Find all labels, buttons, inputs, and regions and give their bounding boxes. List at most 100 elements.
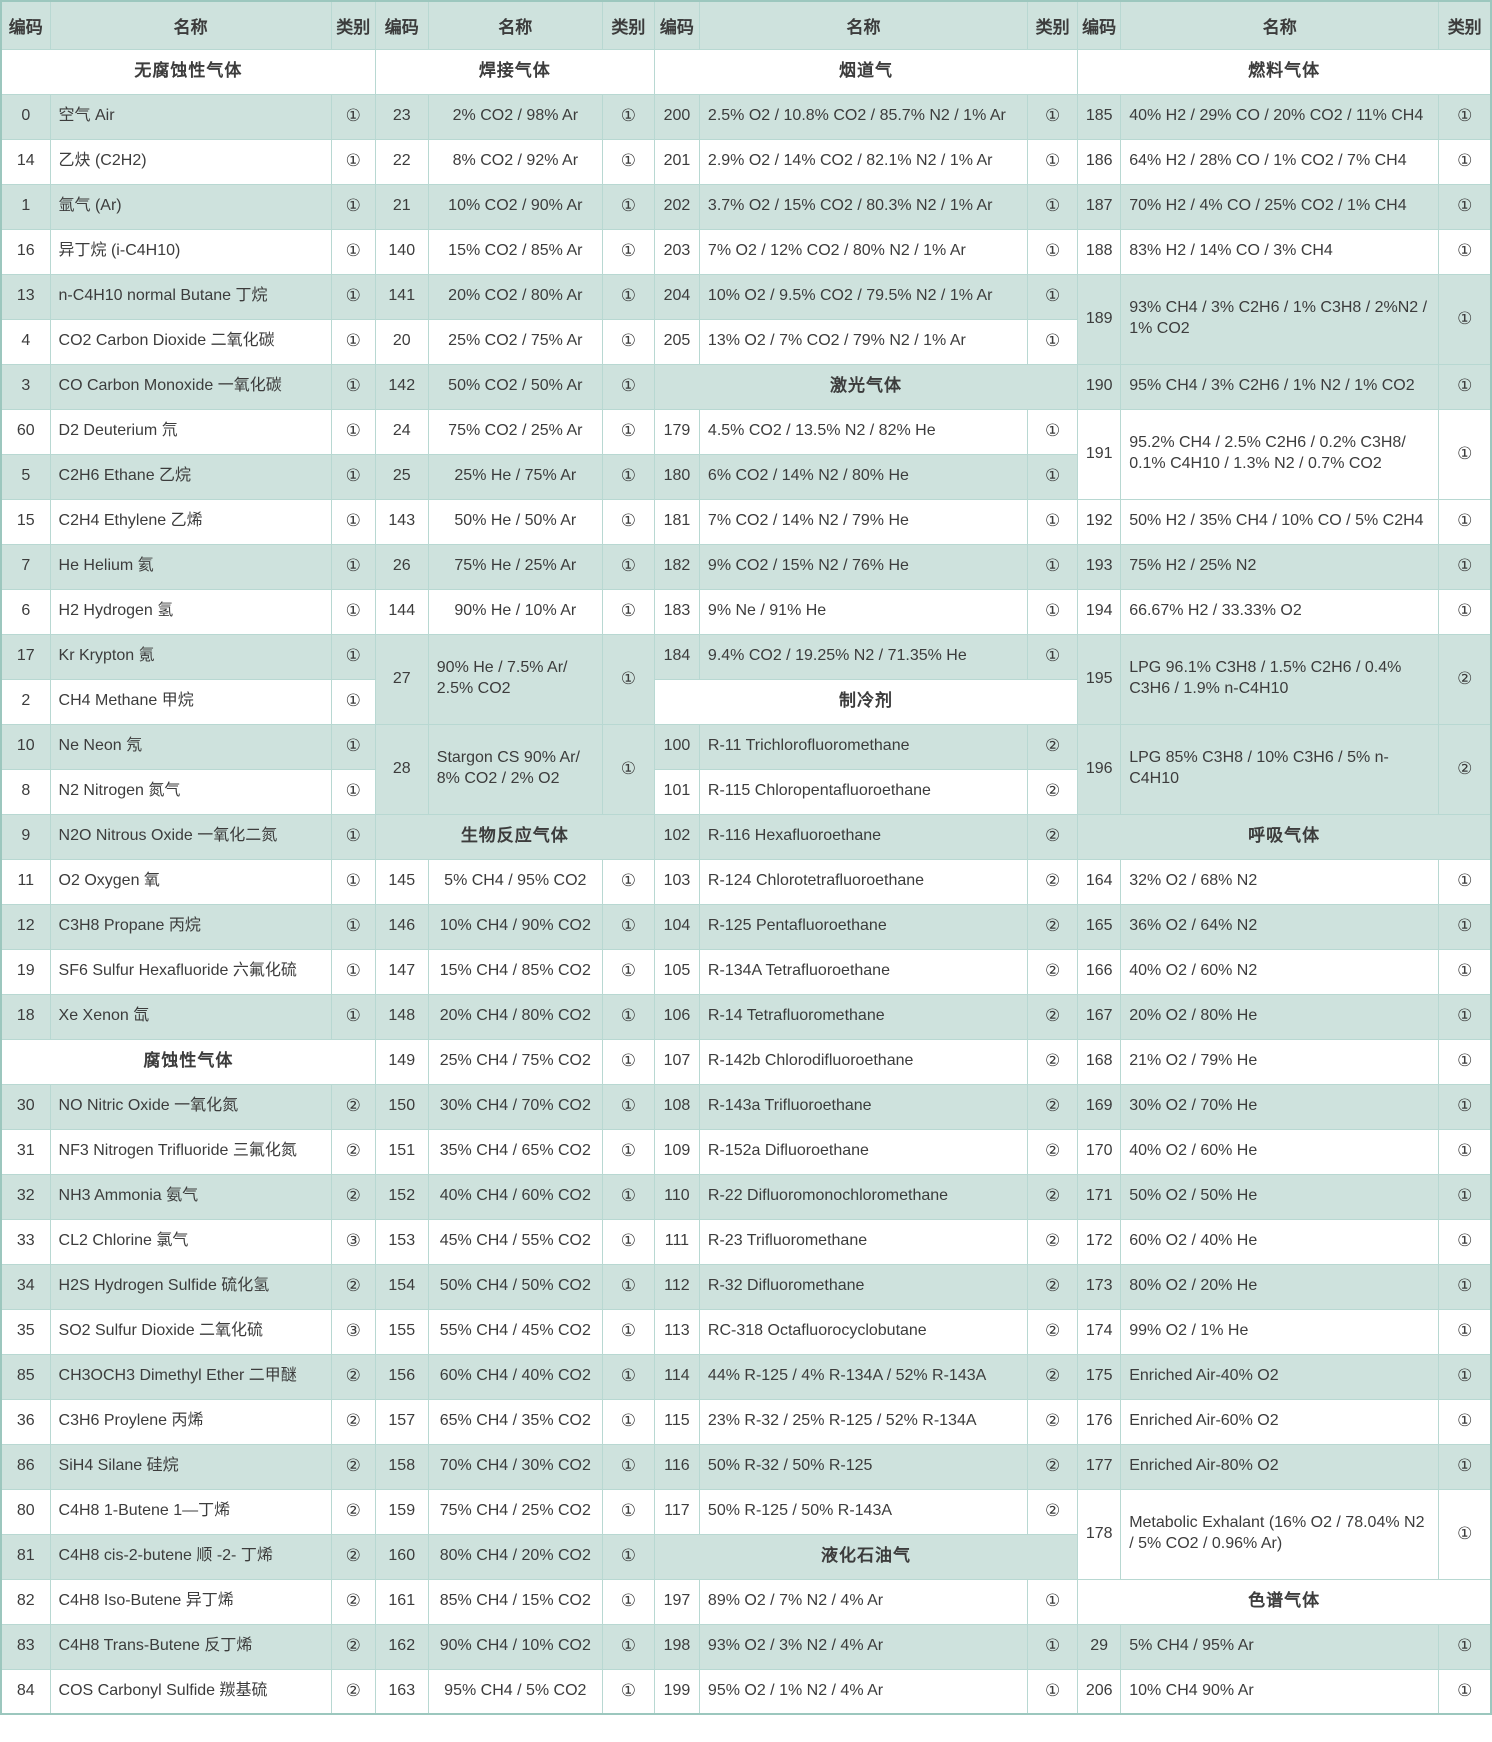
gas-category: ① xyxy=(601,273,655,320)
gas-code: 100 xyxy=(653,723,700,770)
gas-category: ② xyxy=(1027,1488,1079,1535)
gas-name: 50% CO2 / 50% Ar xyxy=(427,363,603,410)
gas-code: 31 xyxy=(0,1128,51,1175)
gas-name: 40% H2 / 29% CO / 20% CO2 / 11% CH4 xyxy=(1120,93,1440,140)
gas-category: ② xyxy=(330,1083,376,1130)
gas-name: 75% H2 / 25% N2 xyxy=(1120,543,1440,590)
gas-code: 161 xyxy=(374,1578,429,1625)
gas-code: 114 xyxy=(653,1353,700,1400)
gas-code: 34 xyxy=(0,1263,51,1310)
gas-category: ② xyxy=(330,1443,376,1490)
gas-code: 159 xyxy=(374,1488,429,1535)
gas-code: 170 xyxy=(1077,1128,1122,1175)
gas-category: ① xyxy=(1438,1218,1492,1265)
gas-name: R-134A Tetrafluoroethane xyxy=(698,948,1029,995)
gas-category: ① xyxy=(1438,1083,1492,1130)
gas-name: R-11 Trichlorofluoromethane xyxy=(698,723,1029,770)
gas-name: N2 Nitrogen 氮气 xyxy=(49,768,332,815)
gas-code: 104 xyxy=(653,903,700,950)
gas-name: 83% H2 / 14% CO / 3% CH4 xyxy=(1120,228,1440,275)
gas-name: 50% O2 / 50% He xyxy=(1120,1173,1440,1220)
gas-category: ① xyxy=(1438,588,1492,635)
gas-code: 160 xyxy=(374,1533,429,1580)
gas-name: R-32 Difluoromethane xyxy=(698,1263,1029,1310)
gas-name: 氩气 (Ar) xyxy=(49,183,332,230)
gas-category: ① xyxy=(601,948,655,995)
gas-category: ① xyxy=(330,138,376,185)
gas-name: 10% O2 / 9.5% CO2 / 79.5% N2 / 1% Ar xyxy=(698,273,1029,320)
gas-category: ① xyxy=(601,1578,655,1625)
gas-code: 155 xyxy=(374,1308,429,1355)
gas-name: 2% CO2 / 98% Ar xyxy=(427,93,603,140)
gas-name: 2.5% O2 / 10.8% CO2 / 85.7% N2 / 1% Ar xyxy=(698,93,1029,140)
gas-code: 80 xyxy=(0,1488,51,1535)
gas-name: Xe Xenon 氙 xyxy=(49,993,332,1040)
gas-code: 107 xyxy=(653,1038,700,1085)
gas-code: 185 xyxy=(1077,93,1122,140)
gas-category: ① xyxy=(1438,1128,1492,1175)
gas-code: 144 xyxy=(374,588,429,635)
gas-code: 191 xyxy=(1077,408,1122,500)
table-body: 无腐蚀性气体 焊接气体 烟道气 燃料气体 0 空气 Air ① 23 2% CO2 / 98% … xyxy=(0,48,1492,1715)
gas-category: ① xyxy=(601,1038,655,1085)
gas-category: ② xyxy=(1027,1263,1079,1310)
gas-name: SiH4 Silane 硅烷 xyxy=(49,1443,332,1490)
gas-name: 10% CO2 / 90% Ar xyxy=(427,183,603,230)
gas-name: 32% O2 / 68% N2 xyxy=(1120,858,1440,905)
gas-code: 6 xyxy=(0,588,51,635)
gas-name: D2 Deuterium 氘 xyxy=(49,408,332,455)
gas-category: ① xyxy=(1438,543,1492,590)
gas-name: 空气 Air xyxy=(49,93,332,140)
gas-category: ① xyxy=(1438,273,1492,365)
gas-category: ② xyxy=(1027,993,1079,1040)
gas-category: ① xyxy=(601,1443,655,1490)
header-code-col-3: 编码 xyxy=(653,0,700,50)
gas-name: 8% CO2 / 92% Ar xyxy=(427,138,603,185)
gas-code: 12 xyxy=(0,903,51,950)
gas-code: 166 xyxy=(1077,948,1122,995)
header-name-col-2: 名称 xyxy=(427,0,603,50)
gas-name: C4H8 cis-2-butene 顺 -2- 丁烯 xyxy=(49,1533,332,1580)
gas-name: 75% CO2 / 25% Ar xyxy=(427,408,603,455)
gas-name: N2O Nitrous Oxide 一氧化二氮 xyxy=(49,813,332,860)
gas-code: 183 xyxy=(653,588,700,635)
gas-category: ① xyxy=(330,588,376,635)
gas-category: ① xyxy=(1027,408,1079,455)
section-header: 燃料气体 xyxy=(1077,48,1492,95)
gas-category: ① xyxy=(601,993,655,1040)
header-category-col-4: 类别 xyxy=(1438,0,1492,50)
gas-name: 3.7% O2 / 15% CO2 / 80.3% N2 / 1% Ar xyxy=(698,183,1029,230)
gas-code: 205 xyxy=(653,318,700,365)
gas-name: RC-318 Octafluorocyclobutane xyxy=(698,1308,1029,1355)
gas-category: ① xyxy=(601,1623,655,1670)
gas-code: 35 xyxy=(0,1308,51,1355)
gas-category: ① xyxy=(1027,1578,1079,1625)
gas-name: 45% CH4 / 55% CO2 xyxy=(427,1218,603,1265)
gas-category: ② xyxy=(1027,903,1079,950)
gas-code: 106 xyxy=(653,993,700,1040)
gas-code: 111 xyxy=(653,1218,700,1265)
gas-category: ① xyxy=(1438,93,1492,140)
gas-code: 113 xyxy=(653,1308,700,1355)
header-code-col-4: 编码 xyxy=(1077,0,1122,50)
gas-name: 40% CH4 / 60% CO2 xyxy=(427,1173,603,1220)
gas-code: 195 xyxy=(1077,633,1122,725)
section-header: 腐蚀性气体 xyxy=(0,1038,376,1085)
gas-code: 110 xyxy=(653,1173,700,1220)
gas-name: 75% He / 25% Ar xyxy=(427,543,603,590)
gas-name: 7% CO2 / 14% N2 / 79% He xyxy=(698,498,1029,545)
gas-name: LPG 85% C3H8 / 10% C3H6 / 5% n-C4H10 xyxy=(1120,723,1440,815)
gas-name: 64% H2 / 28% CO / 1% CO2 / 7% CH4 xyxy=(1120,138,1440,185)
gas-category: ① xyxy=(330,813,376,860)
gas-code: 103 xyxy=(653,858,700,905)
gas-code: 150 xyxy=(374,1083,429,1130)
gas-category: ② xyxy=(1438,723,1492,815)
gas-category: ① xyxy=(1027,1668,1079,1715)
gas-name: 35% CH4 / 65% CO2 xyxy=(427,1128,603,1175)
gas-category: ① xyxy=(330,723,376,770)
gas-category: ① xyxy=(1438,228,1492,275)
gas-code: 14 xyxy=(0,138,51,185)
gas-name: 90% CH4 / 10% CO2 xyxy=(427,1623,603,1670)
